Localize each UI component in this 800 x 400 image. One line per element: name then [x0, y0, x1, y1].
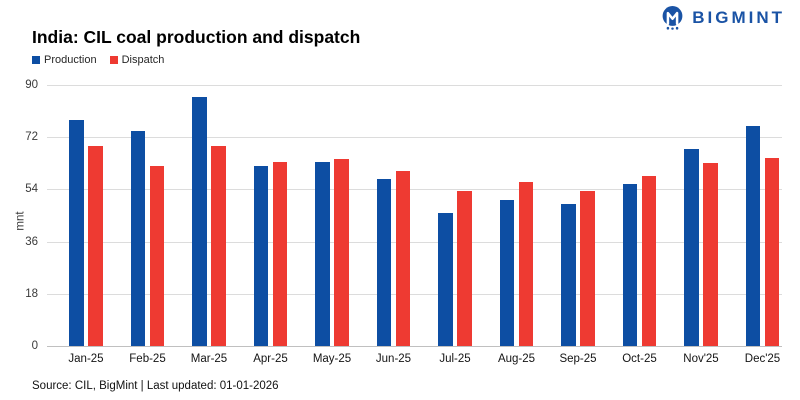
- x-axis-label-feb-25: Feb-25: [129, 353, 166, 365]
- bar-dispatch-jan-25: [88, 145, 103, 346]
- y-tick-label-36: 36: [25, 235, 38, 248]
- x-axis-label-nov-25: Nov'25: [683, 353, 719, 365]
- bar-production-feb-25: [130, 131, 145, 346]
- bar-dispatch-oct-25: [641, 176, 656, 346]
- bar-production-oct-25: [622, 183, 637, 346]
- legend-label-dispatch: Dispatch: [121, 54, 165, 66]
- gridline-0: [47, 346, 782, 347]
- bar-production-nov-25: [684, 148, 699, 346]
- x-axis-label-jun-25: Jun-25: [375, 353, 412, 365]
- bigmint-logo-text: BIGMINT: [692, 7, 785, 27]
- legend-item-production: Production: [32, 54, 97, 66]
- legend-label-production: Production: [44, 54, 97, 66]
- bar-production-jan-25: [69, 119, 84, 346]
- y-tick-label-54: 54: [25, 183, 38, 196]
- x-axis-label-jan-25: Jan-25: [68, 353, 104, 365]
- x-axis-label-may-25: May-25: [312, 353, 352, 365]
- bar-dispatch-may-25: [334, 158, 349, 346]
- x-axis-label-dec-25: Dec'25: [744, 353, 781, 365]
- bar-dispatch-apr-25: [272, 161, 287, 346]
- gridline-72: [47, 137, 782, 139]
- gridline-90: [47, 85, 782, 86]
- bar-production-mar-25: [192, 96, 207, 346]
- y-tick-label-0: 0: [31, 340, 38, 352]
- bar-dispatch-nov-25: [703, 163, 718, 346]
- y-tick-label-90: 90: [25, 79, 38, 91]
- x-axis-label-oct-25: Oct-25: [622, 353, 657, 365]
- bar-dispatch-sep-25: [580, 190, 595, 346]
- bigmint-logo: BIGMINT: [660, 5, 785, 30]
- legend-swatch-production: [32, 56, 40, 64]
- gridline-36: [47, 241, 782, 243]
- bar-production-apr-25: [253, 166, 268, 346]
- bigmint-logo-icon: [662, 6, 683, 30]
- bar-production-dec-25: [745, 125, 760, 346]
- x-axis-label-sep-25: Sep-25: [559, 353, 597, 365]
- bar-production-may-25: [315, 161, 330, 346]
- bar-dispatch-dec-25: [764, 157, 779, 346]
- bar-dispatch-jun-25: [395, 170, 410, 346]
- x-axis-label-jul-25: Jul-25: [439, 353, 471, 365]
- bar-production-aug-25: [499, 199, 514, 346]
- gridline-54: [47, 189, 782, 191]
- x-axis-label-apr-25: Apr-25: [253, 353, 288, 365]
- chart-title: India: CIL coal production and dispatch: [32, 27, 361, 47]
- bar-dispatch-mar-25: [211, 145, 226, 346]
- source-note: Source: CIL, BigMint | Last updated: 01-…: [32, 380, 279, 392]
- legend-swatch-dispatch: [109, 56, 118, 64]
- gridline-18: [47, 293, 782, 295]
- x-axis-label-aug-25: Aug-25: [497, 353, 536, 365]
- bar-dispatch-aug-25: [518, 182, 533, 346]
- bar-production-jul-25: [438, 212, 453, 346]
- bar-production-sep-25: [561, 203, 576, 346]
- legend-item-dispatch: Dispatch: [109, 54, 165, 66]
- bar-production-jun-25: [376, 179, 391, 346]
- x-axis-label-mar-25: Mar-25: [190, 353, 228, 365]
- bar-dispatch-jul-25: [457, 190, 472, 346]
- chart-legend: Production Dispatch: [32, 54, 164, 66]
- y-tick-label-72: 72: [25, 131, 38, 144]
- bar-dispatch-feb-25: [149, 166, 164, 346]
- y-axis-label: mnt: [14, 211, 27, 231]
- y-tick-label-18: 18: [25, 287, 38, 300]
- plot-area: mnt 90 72 54 36 18 0 Jan-25 Feb-25 Mar-25 Apr-25 M…: [15, 79, 782, 365]
